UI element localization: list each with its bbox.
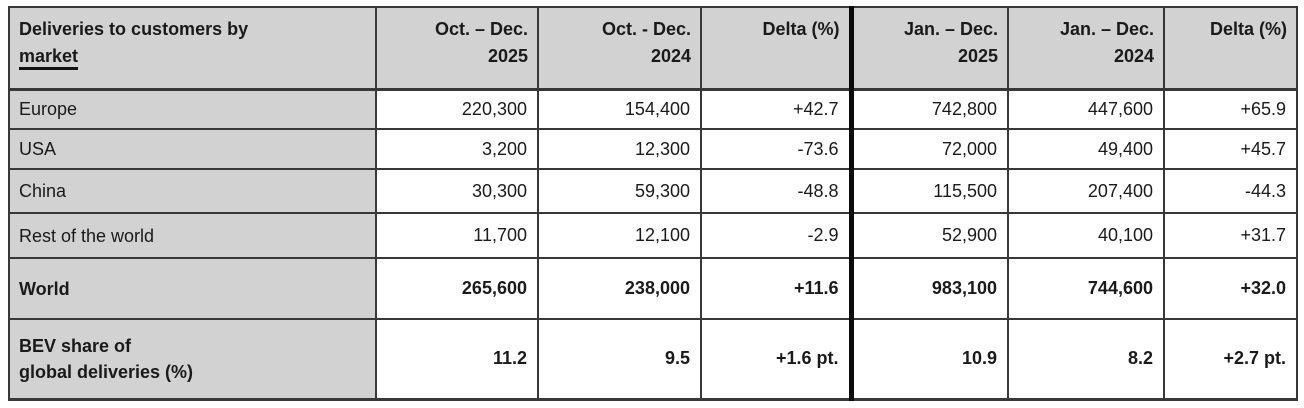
row-label-world: World [8,257,377,320]
cell-china-q4-2025: 30,300 [375,168,539,214]
cell-world-q4-delta: +11.6 [700,257,852,320]
table-title-line2-underlined: market [19,46,79,70]
cell-rotw-q4-2024: 12,100 [537,212,702,259]
cell-world-q4-2025: 265,600 [375,257,539,320]
col-header-fy-2024-year: 2024 [1113,46,1154,66]
cell-europe-q4-2025: 220,300 [375,88,539,130]
row-label-bev-line1: BEV share of [19,335,132,356]
col-header-q4-delta: Delta (%) [700,6,852,91]
cell-world-fy-2024: 744,600 [1007,257,1165,320]
col-header-q4-2025: Oct. – Dec. 2025 [375,6,539,91]
row-label-rest-of-world: Rest of the world [8,212,377,259]
cell-china-fy-2024: 207,400 [1007,168,1165,214]
col-header-fy-2024: Jan. – Dec. 2024 [1007,6,1165,91]
col-header-fy-delta-label: Delta (%) [1209,19,1287,39]
col-header-q4-2025-year: 2025 [487,46,528,66]
cell-rotw-q4-2025: 11,700 [375,212,539,259]
col-header-fy-2024-period: Jan. – Dec. [1059,19,1154,39]
cell-bev-fy-2024: 8.2 [1007,318,1165,401]
col-header-fy-2025: Jan. – Dec. 2025 [848,6,1009,91]
cell-usa-fy-delta: +45.7 [1163,128,1298,170]
row-label-china: China [8,168,377,214]
cell-bev-fy-2025: 10.9 [848,318,1009,401]
col-header-q4-2024: Oct. - Dec. 2024 [537,6,702,91]
cell-bev-q4-2024: 9.5 [537,318,702,401]
cell-china-fy-delta: -44.3 [1163,168,1298,214]
col-header-fy-delta: Delta (%) [1163,6,1298,91]
col-header-fy-2025-year: 2025 [957,46,998,66]
table-row-bev-share: BEV share of global deliveries (%) 11.2 … [8,318,1298,401]
cell-china-fy-2025: 115,500 [848,168,1009,214]
cell-usa-q4-2025: 3,200 [375,128,539,170]
cell-rotw-q4-delta: -2.9 [700,212,852,259]
row-label-bev-share: BEV share of global deliveries (%) [8,318,377,401]
cell-rotw-fy-delta: +31.7 [1163,212,1298,259]
deliveries-table: Deliveries to customers by market Oct. –… [8,6,1298,401]
table-row-world: World 265,600 238,000 +11.6 983,100 744,… [8,257,1298,320]
cell-usa-q4-delta: -73.6 [700,128,852,170]
cell-china-q4-delta: -48.8 [700,168,852,214]
col-header-q4-delta-label: Delta (%) [762,19,840,39]
col-header-fy-2025-period: Jan. – Dec. [903,19,998,39]
table-row-rest-of-world: Rest of the world 11,700 12,100 -2.9 52,… [8,212,1298,259]
col-header-q4-2024-year: 2024 [650,46,691,66]
cell-bev-fy-delta: +2.7 pt. [1163,318,1298,401]
cell-rotw-fy-2025: 52,900 [848,212,1009,259]
cell-usa-q4-2024: 12,300 [537,128,702,170]
cell-china-q4-2024: 59,300 [537,168,702,214]
header-row: Deliveries to customers by market Oct. –… [8,6,1298,91]
table-title-line1: Deliveries to customers by [19,19,249,39]
table-row-china: China 30,300 59,300 -48.8 115,500 207,40… [8,168,1298,214]
cell-world-fy-2025: 983,100 [848,257,1009,320]
row-label-usa: USA [8,128,377,170]
cell-europe-fy-2024: 447,600 [1007,88,1165,130]
row-label-bev-line2: global deliveries (%) [19,361,194,382]
cell-europe-fy-2025: 742,800 [848,88,1009,130]
cell-bev-q4-delta: +1.6 pt. [700,318,852,401]
cell-usa-fy-2024: 49,400 [1007,128,1165,170]
col-header-q4-2024-period: Oct. - Dec. [601,19,691,39]
table-title: Deliveries to customers by market [8,6,377,91]
cell-world-q4-2024: 238,000 [537,257,702,320]
cell-rotw-fy-2024: 40,100 [1007,212,1165,259]
col-header-q4-2025-period: Oct. – Dec. [434,19,528,39]
table-row-europe: Europe 220,300 154,400 +42.7 742,800 447… [8,88,1298,130]
table-row-usa: USA 3,200 12,300 -73.6 72,000 49,400 +45… [8,128,1298,170]
cell-europe-fy-delta: +65.9 [1163,88,1298,130]
cell-usa-fy-2025: 72,000 [848,128,1009,170]
cell-europe-q4-2024: 154,400 [537,88,702,130]
cell-europe-q4-delta: +42.7 [700,88,852,130]
row-label-europe: Europe [8,88,377,130]
cell-bev-q4-2025: 11.2 [375,318,539,401]
cell-world-fy-delta: +32.0 [1163,257,1298,320]
